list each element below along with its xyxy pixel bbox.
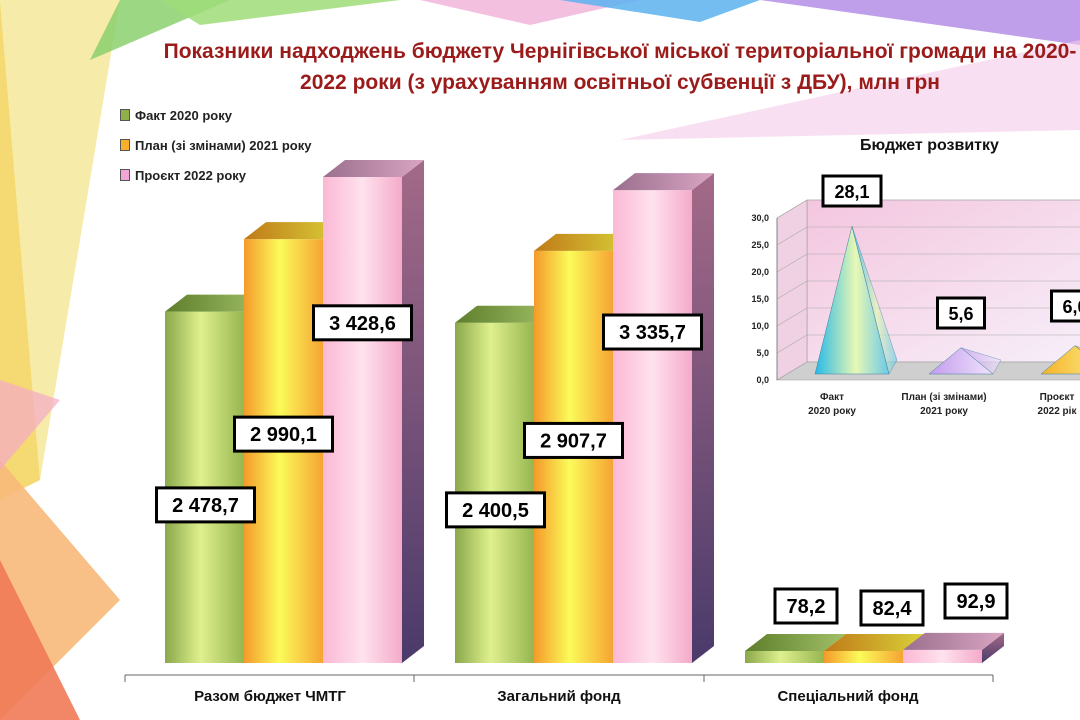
inset-gridline [776, 199, 808, 219]
bar-project-2022-0 [323, 177, 402, 663]
bar-top-fact-2020-0 [165, 294, 266, 312]
inset-gridline [776, 253, 808, 273]
bar-top-plan-2021-0 [244, 222, 345, 240]
pyramid-side-project-2022 [1074, 345, 1080, 351]
legend-swatch-orange [120, 139, 130, 151]
bar-top-project-2022-2 [903, 632, 1004, 650]
bars-group: 2 478,7 2 990,1 3 428,6 2 400,5 2 907,7 3 335… [155, 160, 1009, 664]
inset-category-label: Факт [820, 392, 844, 403]
data-label: 82,4 [873, 598, 913, 620]
bar-top-project-2022-1 [613, 173, 714, 191]
bar-top-plan-2021-1 [534, 233, 635, 251]
bar-side-0 [402, 160, 424, 663]
inset-chart-title: Бюджет розвитку [860, 137, 999, 154]
bar-top-fact-2020-1 [455, 305, 556, 323]
inset-gridline [776, 334, 808, 354]
legend-label: План (зі змінами) 2021 року [135, 137, 312, 153]
inset-data-label-box [936, 296, 986, 330]
data-label-box [523, 421, 624, 459]
bar-project-2022-1 [613, 190, 692, 664]
category-label-special-fund: Спеціальний фонд [777, 688, 919, 705]
inset-y-tick-label: 5,0 [756, 348, 769, 358]
bar-top-project-2022-0 [323, 160, 424, 177]
inset-y-tick-label: 25,0 [751, 240, 769, 250]
inset-category-label: 2021 року [920, 406, 968, 417]
chart-title-line-1: Показники надходжень бюджету Чернігівськ… [163, 40, 1077, 63]
legend-item-fact-2020: Факт 2020 року [120, 100, 311, 130]
pyramid-side-fact-2020 [851, 226, 898, 375]
inset-category-label: Проєкт [1040, 392, 1075, 403]
pyramid-side-plan-2021 [960, 347, 1002, 375]
inset-gridline [776, 226, 808, 246]
data-label: 92,9 [957, 591, 996, 613]
data-label-box [445, 491, 546, 529]
bar-plan-2021-2 [824, 651, 903, 663]
inset-data-label-box [821, 174, 883, 208]
legend: Факт 2020 року План (зі змінами) 2021 ро… [120, 100, 311, 190]
inset-y-tick-label: 0,0 [756, 375, 769, 385]
inset-category-label: План (зі змінами) [901, 392, 986, 403]
inset-category-label: 2020 року [808, 406, 856, 417]
data-label: 2 990,1 [250, 424, 317, 446]
inset-data-label: 5,6 [948, 304, 973, 324]
bar-top-plan-2021-2 [824, 634, 925, 651]
data-label: 78,2 [787, 596, 826, 618]
data-label-box [943, 582, 1009, 620]
data-label: 3 428,6 [329, 313, 396, 335]
bar-side-2 [982, 632, 1004, 663]
chart-title: Показники надходжень бюджету Чернігівськ… [120, 36, 1080, 98]
bar-fact-2020-2 [745, 651, 824, 663]
inset-category-label: 2022 рік [1038, 406, 1078, 417]
data-label: 2 478,7 [172, 495, 239, 517]
bar-top-fact-2020-2 [745, 634, 846, 651]
inset-data-label: 28,1 [834, 182, 869, 202]
inset-gridline [776, 307, 808, 327]
legend-item-plan-2021: План (зі змінами) 2021 року [120, 130, 311, 160]
data-label-box [312, 304, 413, 342]
data-label: 2 400,5 [462, 500, 529, 522]
legend-swatch-green [120, 109, 130, 121]
category-label-general-fund: Загальний фонд [497, 688, 621, 705]
inset-y-tick-label: 10,0 [751, 321, 769, 331]
legend-item-project-2022: Проєкт 2022 року [120, 160, 311, 190]
inset-y-tick-label: 15,0 [751, 294, 769, 304]
data-label-box [233, 415, 334, 453]
bar-side-1 [692, 173, 714, 664]
inset-data-label-box [1050, 289, 1080, 323]
data-label-box [602, 313, 703, 351]
bar-project-2022-2 [903, 649, 982, 663]
category-label-total: Разом бюджет ЧМТГ [194, 688, 346, 705]
legend-swatch-pink [120, 169, 130, 181]
data-label-box [859, 589, 925, 627]
inset-y-tick-label: 30,0 [751, 213, 769, 223]
data-label: 3 335,7 [619, 322, 686, 344]
data-label: 2 907,7 [540, 430, 607, 452]
pyramid-project-2022 [1040, 345, 1080, 375]
data-label-box [773, 587, 839, 625]
legend-label: Проєкт 2022 року [135, 167, 247, 183]
data-label-box [155, 486, 256, 524]
budget-development-chart: 0,0 5,0 10,0 15,0 20,0 25,0 30,0 28,1 Факт 2020 р… [751, 174, 1080, 417]
inset-gridline [776, 280, 808, 300]
inset-data-label: 6,0 [1062, 297, 1080, 317]
inset-y-tick-label: 20,0 [751, 267, 769, 277]
legend-label: Факт 2020 року [135, 107, 232, 123]
inset-gridline [776, 361, 808, 381]
chart-title-line-2: 2022 роки (з урахуванням освітньої субве… [300, 71, 940, 94]
